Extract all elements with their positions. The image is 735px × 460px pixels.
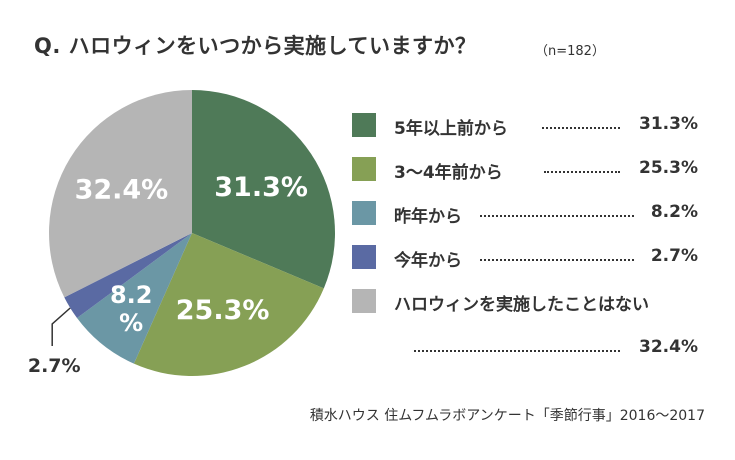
legend-leader-dots xyxy=(542,127,620,129)
chart-title: Q. ハロウィンをいつから実施していますか？ xyxy=(34,34,477,58)
legend-leader-dots xyxy=(414,350,620,352)
slice-value-label: 31.3% xyxy=(214,172,308,203)
legend-item: 今年から 2.7% xyxy=(352,245,702,271)
pie-slice xyxy=(64,233,192,319)
legend-swatch xyxy=(352,289,376,313)
legend-item: 3〜4年前から 25.3% xyxy=(352,157,702,183)
legend-item: 5年以上前から 31.3% xyxy=(352,113,702,139)
legend-label: ハロウィンを実施したことはない xyxy=(394,295,649,315)
pie-slice xyxy=(77,233,192,364)
pie-slice xyxy=(192,90,335,289)
legend-label: 今年から xyxy=(394,251,462,271)
legend-value: 31.3% xyxy=(639,114,698,134)
legend-item: ハロウィンを実施したことはない 32.4% xyxy=(352,289,702,359)
source-note: 積水ハウス 住ムフムラボアンケート「季節行事」2016〜2017 xyxy=(309,408,705,424)
slice-value-label: 8.2% xyxy=(110,281,153,337)
legend-swatch xyxy=(352,157,376,181)
pie-slice xyxy=(133,233,324,376)
slice-value-label: 25.3% xyxy=(176,295,270,326)
slice-value-label: 32.4% xyxy=(75,175,169,206)
legend-swatch xyxy=(352,245,376,269)
slice-value-label: 2.7% xyxy=(28,355,81,377)
sample-size: （n=182） xyxy=(535,44,605,59)
leader-line xyxy=(51,307,71,346)
legend-label: 昨年から xyxy=(394,207,462,227)
legend-label: 5年以上前から xyxy=(394,119,508,139)
legend-value: 25.3% xyxy=(639,158,698,178)
legend-value: 2.7% xyxy=(650,246,698,266)
legend-label: 3〜4年前から xyxy=(394,163,503,183)
legend-leader-dots xyxy=(480,259,634,261)
legend-leader-dots xyxy=(544,171,620,173)
legend-leader-dots xyxy=(480,215,634,217)
pie-slice xyxy=(48,90,193,298)
legend-value: 32.4% xyxy=(639,337,698,357)
legend-swatch xyxy=(352,201,376,225)
legend-value: 8.2% xyxy=(650,202,698,222)
legend-item: 昨年から 8.2% xyxy=(352,201,702,227)
legend-swatch xyxy=(352,113,376,137)
